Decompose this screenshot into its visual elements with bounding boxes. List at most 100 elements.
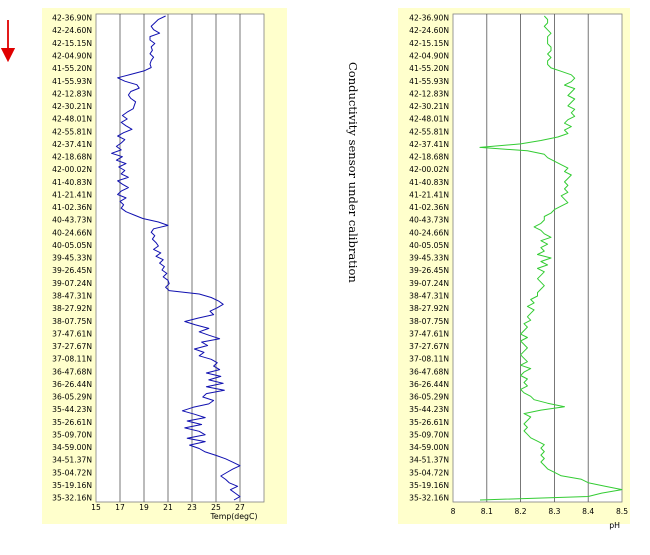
temperature-y-tick-label: 42-18.68N	[52, 153, 92, 162]
ph-x-tick-label: 8.4	[582, 507, 594, 516]
ph-y-tick-label: 34-51.37N	[409, 456, 449, 465]
temperature-y-tick-label: 40-43.73N	[52, 216, 92, 225]
temperature-y-tick-label: 41-02.36N	[52, 203, 92, 212]
temperature-y-tick-label: 38-07.75N	[52, 317, 92, 326]
temperature-y-tick-label: 42-55.81N	[52, 127, 92, 136]
temperature-y-tick-label: 35-04.72N	[52, 468, 92, 477]
ph-y-tick-label: 39-26.45N	[409, 266, 449, 275]
ph-y-tick-label: 39-45.33N	[409, 254, 449, 263]
temperature-y-tick-label: 42-24.60N	[52, 26, 92, 35]
ph-x-label: pH	[609, 521, 620, 530]
temperature-x-tick-label: 15	[91, 503, 101, 512]
ph-y-tick-label: 35-32.16N	[409, 494, 449, 503]
temperature-y-tick-label: 36-47.68N	[52, 367, 92, 376]
ph-y-tick-label: 35-09.70N	[409, 430, 449, 439]
temperature-x-ticks: 15 17 19 21 23 25 27	[91, 503, 245, 512]
temperature-y-tick-label: 37-08.11N	[52, 355, 92, 364]
ph-x-tick-label: 8.1	[481, 507, 493, 516]
temperature-y-tick-label: 42-15.15N	[52, 39, 92, 48]
temperature-x-tick-label: 17	[115, 503, 125, 512]
ph-y-tick-label: 42-15.15N	[409, 39, 449, 48]
temperature-x-tick-label: 27	[235, 503, 245, 512]
ph-grid	[486, 14, 589, 502]
ph-y-tick-label: 39-07.24N	[409, 279, 449, 288]
temperature-y-tick-label: 40-24.66N	[52, 228, 92, 237]
temperature-y-tick-label: 35-19.16N	[52, 481, 92, 490]
temperature-y-tick-label: 42-37.41N	[52, 140, 92, 149]
temperature-y-tick-label: 34-59.00N	[52, 443, 92, 452]
ph-y-tick-label: 37-08.11N	[409, 355, 449, 364]
temperature-y-tick-label: 39-45.33N	[52, 254, 92, 263]
ph-y-tick-label: 35-26.61N	[409, 418, 449, 427]
ph-y-tick-label: 42-30.21N	[409, 102, 449, 111]
ph-y-tick-label: 35-44.23N	[409, 405, 449, 414]
temperature-y-tick-label: 35-44.23N	[52, 405, 92, 414]
temperature-y-tick-label: 42-36.90N	[52, 14, 92, 23]
ph-y-tick-label: 40-05.05N	[409, 241, 449, 250]
temperature-y-tick-label: 36-26.44N	[52, 380, 92, 389]
temperature-y-tick-label: 37-47.61N	[52, 329, 92, 338]
temperature-y-tick-label: 35-09.70N	[52, 430, 92, 439]
ph-y-tick-label: 38-07.75N	[409, 317, 449, 326]
ph-y-tick-label: 42-55.81N	[409, 127, 449, 136]
calibration-note: Conductivity sensor under calibration	[346, 62, 360, 283]
ph-y-tick-label: 40-24.66N	[409, 228, 449, 237]
temperature-y-tick-label: 36-05.29N	[52, 393, 92, 402]
temperature-y-tick-label: 39-26.45N	[52, 266, 92, 275]
ph-y-tick-label: 42-36.90N	[409, 14, 449, 23]
temperature-y-tick-label: 41-21.41N	[52, 190, 92, 199]
temperature-y-tick-label: 42-00.02N	[52, 165, 92, 174]
ph-y-tick-label: 42-48.01N	[409, 115, 449, 124]
ph-y-tick-label: 41-02.36N	[409, 203, 449, 212]
ph-x-tick-label: 8.3	[548, 507, 560, 516]
ph-y-tick-label: 38-47.31N	[409, 291, 449, 300]
temperature-y-ticks: 42-36.90N 42-24.60N 42-15.15N 42-04.90N 41-5…	[52, 14, 92, 503]
temperature-y-tick-label: 42-48.01N	[52, 115, 92, 124]
ph-y-tick-label: 41-21.41N	[409, 190, 449, 199]
ph-y-tick-label: 34-59.00N	[409, 443, 449, 452]
ph-y-tick-label: 37-47.61N	[409, 329, 449, 338]
temperature-y-tick-label: 41-55.93N	[52, 77, 92, 86]
temperature-y-tick-label: 35-32.16N	[52, 494, 92, 503]
ph-y-tick-label: 41-55.93N	[409, 77, 449, 86]
ph-y-tick-label: 42-18.68N	[409, 153, 449, 162]
ph-x-tick-label: 8.2	[515, 507, 527, 516]
ph-y-tick-label: 38-27.92N	[409, 304, 449, 313]
temperature-line	[111, 15, 241, 501]
temperature-y-tick-label: 35-26.61N	[52, 418, 92, 427]
temperature-x-tick-label: 23	[187, 503, 197, 512]
ph-y-tick-label: 37-27.67N	[409, 342, 449, 351]
temperature-y-tick-label: 38-47.31N	[52, 291, 92, 300]
ph-y-tick-label: 35-19.16N	[409, 481, 449, 490]
ph-x-tick-label: 8.5	[616, 507, 628, 516]
temperature-x-tick-label: 25	[211, 503, 221, 512]
temperature-x-tick-label: 19	[139, 503, 149, 512]
temperature-chart: 42-36.90N 42-24.60N 42-15.15N 42-04.90N 41-5…	[42, 8, 287, 524]
ph-y-tick-label: 42-04.90N	[409, 51, 449, 60]
ph-y-tick-label: 35-04.72N	[409, 468, 449, 477]
ph-y-tick-label: 36-26.44N	[409, 380, 449, 389]
temperature-y-tick-label: 38-27.92N	[52, 304, 92, 313]
temperature-y-tick-label: 37-27.67N	[52, 342, 92, 351]
ph-y-tick-label: 42-12.83N	[409, 89, 449, 98]
ph-y-tick-label: 41-55.20N	[409, 64, 449, 73]
ph-y-tick-label: 41-40.83N	[409, 178, 449, 187]
ph-chart: 42-36.90N 42-24.60N 42-15.15N 42-04.90N 41-5…	[398, 8, 630, 530]
temperature-y-tick-label: 41-40.83N	[52, 178, 92, 187]
temperature-y-tick-label: 40-05.05N	[52, 241, 92, 250]
ph-y-tick-label: 40-43.73N	[409, 216, 449, 225]
temperature-grid	[119, 14, 241, 502]
temperature-y-tick-label: 42-12.83N	[52, 89, 92, 98]
temperature-y-tick-label: 39-07.24N	[52, 279, 92, 288]
ph-y-ticks: 42-36.90N 42-24.60N 42-15.15N 42-04.90N 41-5…	[409, 14, 449, 503]
temperature-y-tick-label: 42-04.90N	[52, 51, 92, 60]
ph-x-ticks: 8 8.1 8.2 8.3 8.4 8.5	[451, 507, 629, 516]
temperature-x-tick-label: 21	[163, 503, 173, 512]
temperature-x-label: Temp(degC)	[209, 512, 257, 521]
ph-y-tick-label: 36-47.68N	[409, 367, 449, 376]
ph-y-tick-label: 42-00.02N	[409, 165, 449, 174]
ph-y-tick-label: 42-24.60N	[409, 26, 449, 35]
ph-y-tick-label: 36-05.29N	[409, 393, 449, 402]
ph-y-tick-label: 42-37.41N	[409, 140, 449, 149]
temperature-y-tick-label: 41-55.20N	[52, 64, 92, 73]
